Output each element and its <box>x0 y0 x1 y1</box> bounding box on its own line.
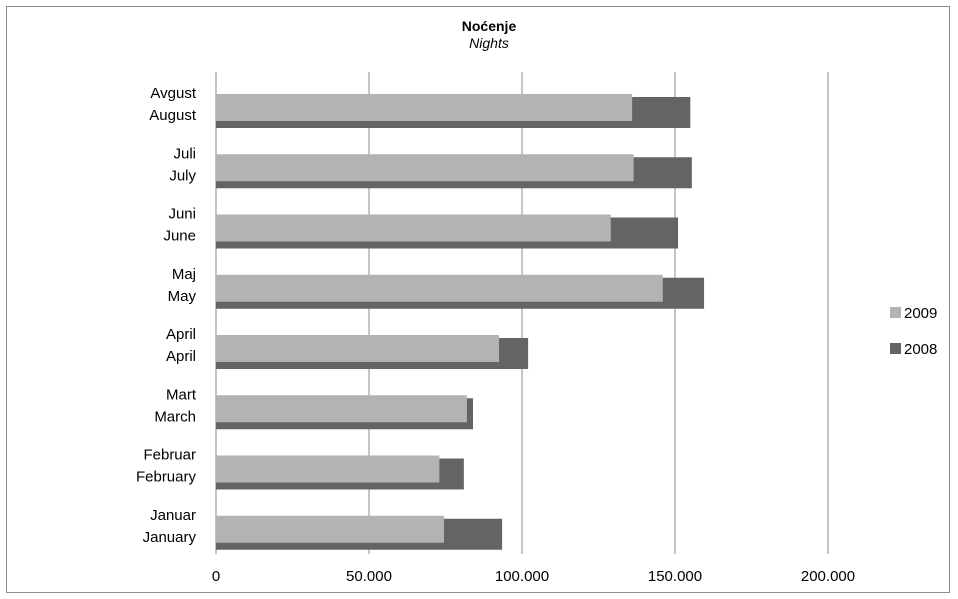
category-label-local: Februar <box>143 447 196 464</box>
category-label-english: January <box>143 529 197 546</box>
legend-label: 2008 <box>904 341 937 358</box>
category-label-english: March <box>154 408 196 425</box>
x-tick-label: 200.000 <box>801 568 855 585</box>
bar-2009 <box>216 214 611 242</box>
category-label-local: Maj <box>172 266 196 283</box>
category-label-english: June <box>163 228 196 245</box>
category-label-english: April <box>166 348 196 365</box>
bar-2009 <box>216 335 500 362</box>
bar-2009 <box>216 455 440 483</box>
x-tick-label: 100.000 <box>495 568 549 585</box>
category-label-english: August <box>149 107 197 124</box>
bar-2009 <box>216 395 467 423</box>
category-label-local: Juli <box>173 145 196 162</box>
category-label-english: February <box>136 469 197 486</box>
x-tick-label: 0 <box>212 568 220 585</box>
bar-2009 <box>216 94 633 121</box>
chart-title-block: Noćenje Nights <box>0 18 958 52</box>
chart-title: Noćenje <box>461 18 517 34</box>
legend-swatch <box>890 307 901 318</box>
bar-2009 <box>216 515 444 543</box>
category-label-english: July <box>169 167 196 184</box>
legend-label: 2009 <box>904 305 937 322</box>
chart-subtitle: Nights <box>469 35 509 51</box>
bar-2009 <box>216 274 663 302</box>
legend-swatch <box>890 343 901 354</box>
category-label-local: Avgust <box>150 85 196 102</box>
x-tick-label: 150.000 <box>648 568 702 585</box>
category-label-local: Januar <box>150 507 196 524</box>
category-label-local: Mart <box>166 386 197 403</box>
x-tick-label: 50.000 <box>346 568 392 585</box>
bar-2009 <box>216 154 634 182</box>
category-label-local: Juni <box>168 206 196 223</box>
category-label-english: May <box>168 288 197 305</box>
category-label-local: April <box>166 326 196 343</box>
